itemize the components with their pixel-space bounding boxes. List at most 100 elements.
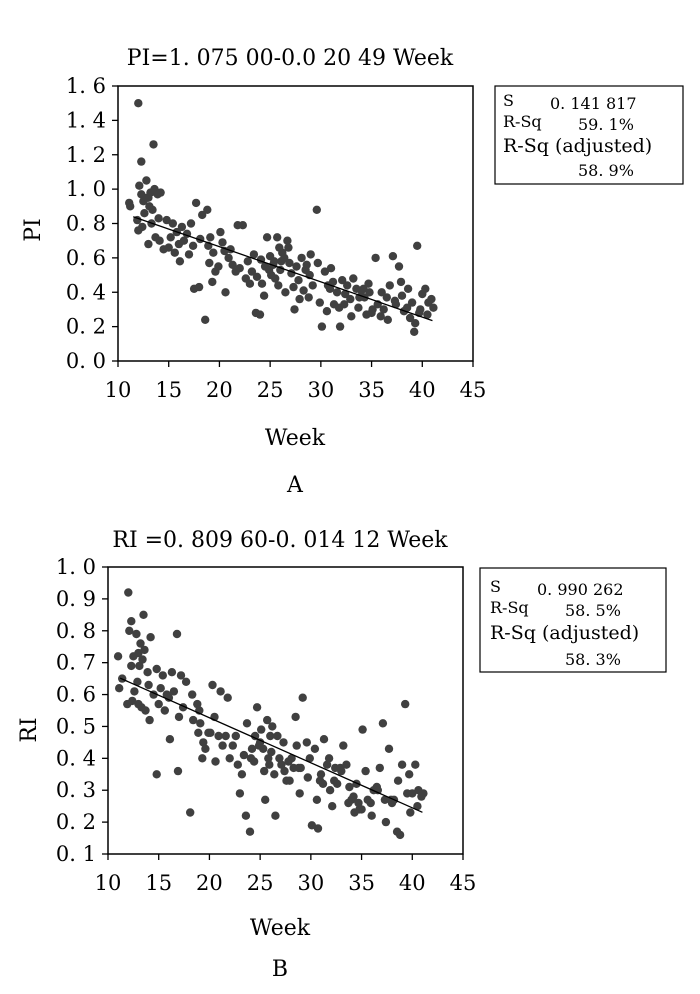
data-point (141, 706, 150, 715)
chart-title: RI =0. 809 60-0. 014 12 Week (112, 528, 448, 553)
y-tick-label: 1. 0 (56, 555, 96, 579)
x-tick-label: 45 (460, 378, 487, 402)
x-axis: 10 15 20 25 30 35 40 45 (95, 854, 476, 895)
data-point (166, 233, 175, 242)
y-tick-label: 0. 8 (66, 212, 106, 236)
data-point (335, 322, 345, 331)
data-point (225, 754, 234, 763)
data-point (273, 233, 282, 242)
data-point (143, 668, 152, 677)
data-point (162, 215, 171, 225)
data-point (396, 277, 406, 287)
data-point (397, 291, 407, 300)
data-point (416, 305, 425, 314)
data-point (132, 629, 141, 639)
data-point (179, 236, 189, 245)
data-point (228, 260, 237, 269)
data-point (343, 281, 352, 290)
data-point (283, 236, 292, 245)
data-point (385, 281, 394, 290)
data-point (137, 157, 146, 166)
data-point (341, 289, 350, 299)
data-point (313, 258, 322, 268)
panel-a: PI=1. 075 00-0.0 20 49 Week 0. 0 0. 2 0. 4… (21, 46, 684, 498)
data-point (143, 193, 152, 202)
data-point (241, 811, 251, 820)
data-point (127, 617, 136, 626)
data-point (124, 588, 133, 597)
data-point (137, 190, 146, 199)
data-point (208, 680, 217, 690)
data-point (290, 305, 299, 314)
data-point (134, 99, 143, 108)
y-axis: 0. 0 0. 2 0. 4 0. 6 0. 8 1. 0 1. 2 1. 4 1. 6 (66, 74, 118, 373)
data-point (267, 747, 276, 757)
stats-label-rsq: R-Sq (503, 112, 542, 131)
data-point (319, 735, 329, 744)
x-axis-label: Week (265, 426, 326, 451)
data-point (142, 176, 151, 185)
data-point (299, 286, 308, 295)
data-point (421, 284, 430, 293)
data-point (154, 699, 163, 709)
scatter-points (113, 588, 428, 840)
y-tick-label: 0. 4 (66, 280, 106, 304)
data-point (410, 327, 419, 336)
data-point (199, 738, 208, 747)
data-point (375, 763, 384, 773)
data-point (247, 267, 257, 276)
data-point (310, 744, 320, 753)
x-tick-label: 10 (105, 378, 132, 402)
data-point (136, 639, 145, 648)
data-point (413, 241, 422, 250)
data-point (379, 305, 388, 314)
data-point (322, 760, 332, 769)
data-point (397, 760, 407, 769)
x-tick-label: 35 (348, 871, 375, 895)
fit-line (119, 677, 423, 813)
data-point (274, 281, 283, 290)
data-point (358, 725, 367, 734)
data-point (113, 652, 123, 661)
data-point (275, 754, 284, 763)
data-point (201, 744, 210, 753)
data-point (188, 690, 197, 699)
data-point (152, 770, 161, 779)
data-point (184, 250, 194, 259)
y-tick-label: 0. 6 (66, 246, 106, 270)
x-tick-label: 15 (145, 871, 172, 895)
data-point (260, 766, 269, 776)
data-point (349, 792, 358, 801)
data-point (285, 776, 294, 785)
y-tick-label: 1. 0 (66, 177, 106, 201)
x-tick-label: 10 (95, 871, 122, 895)
data-point (423, 310, 432, 319)
data-point (257, 279, 267, 288)
data-point (373, 786, 382, 795)
stats-label-rsq-adj: R-Sq (adjusted) (503, 135, 652, 157)
data-point (284, 243, 293, 252)
x-tick-label: 30 (307, 378, 334, 402)
data-point (146, 633, 155, 642)
y-tick-label: 0. 1 (56, 842, 96, 866)
data-point (312, 795, 322, 804)
data-point (390, 296, 400, 305)
data-point (115, 684, 124, 693)
data-point (264, 265, 274, 275)
data-point (405, 313, 415, 323)
x-tick-label: 35 (358, 378, 385, 402)
data-point (191, 198, 201, 208)
data-point (198, 210, 207, 220)
data-point (134, 699, 143, 709)
data-point (130, 687, 139, 696)
data-point (259, 291, 269, 300)
data-point (154, 214, 163, 223)
stats-value-rsq-adj: 58. 9% (578, 161, 634, 180)
chart-title: PI=1. 075 00-0.0 20 49 Week (127, 46, 454, 71)
x-tick-label: 20 (196, 871, 223, 895)
data-point (140, 645, 149, 655)
data-point (378, 719, 388, 728)
data-point (306, 250, 315, 259)
data-point (135, 181, 144, 190)
data-point (186, 219, 196, 228)
